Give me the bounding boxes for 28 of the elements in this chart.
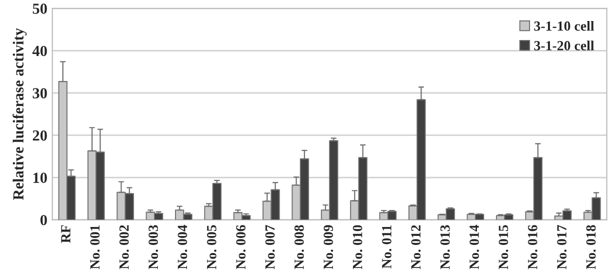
- x-tick-label: No. 009: [324, 225, 334, 270]
- y-tick-label: 40: [32, 46, 47, 56]
- x-tick-label: No. 003: [148, 225, 158, 270]
- y-axis-title: Relative luciferase activity: [12, 28, 27, 200]
- x-tick-label: No. 011: [382, 225, 392, 268]
- y-tick-label: 50: [32, 4, 47, 14]
- legend-label: 3-1-10 cell: [534, 20, 594, 31]
- x-tick-label: No. 001: [90, 225, 100, 270]
- y-tick-label: 20: [32, 130, 47, 141]
- x-tick-label: No. 004: [178, 224, 188, 270]
- y-tick-label: 0: [40, 214, 47, 226]
- x-tick-label: No. 008: [294, 225, 304, 270]
- x-tick-label: No. 012: [411, 225, 421, 270]
- x-tick-label: No. 017: [557, 225, 567, 270]
- y-tick-label: 30: [32, 88, 47, 98]
- x-tick-label: No. 005: [206, 225, 216, 270]
- x-tick-label: RF: [61, 225, 70, 243]
- x-tick-label: No. 015: [498, 225, 508, 270]
- y-tick-label: 10: [33, 172, 47, 183]
- x-tick-label: No. 002: [119, 225, 129, 270]
- x-tick-label: No. 006: [236, 225, 246, 270]
- x-tick-label: No. 010: [352, 225, 362, 270]
- x-tick-label: No. 007: [265, 225, 275, 270]
- legend-label: 3-1-20 cell: [534, 40, 594, 50]
- x-tick-label: No. 018: [586, 225, 596, 270]
- x-tick-label: No. 016: [528, 225, 538, 270]
- x-tick-label: No. 013: [440, 225, 450, 270]
- x-tick-label: No. 014: [470, 224, 479, 270]
